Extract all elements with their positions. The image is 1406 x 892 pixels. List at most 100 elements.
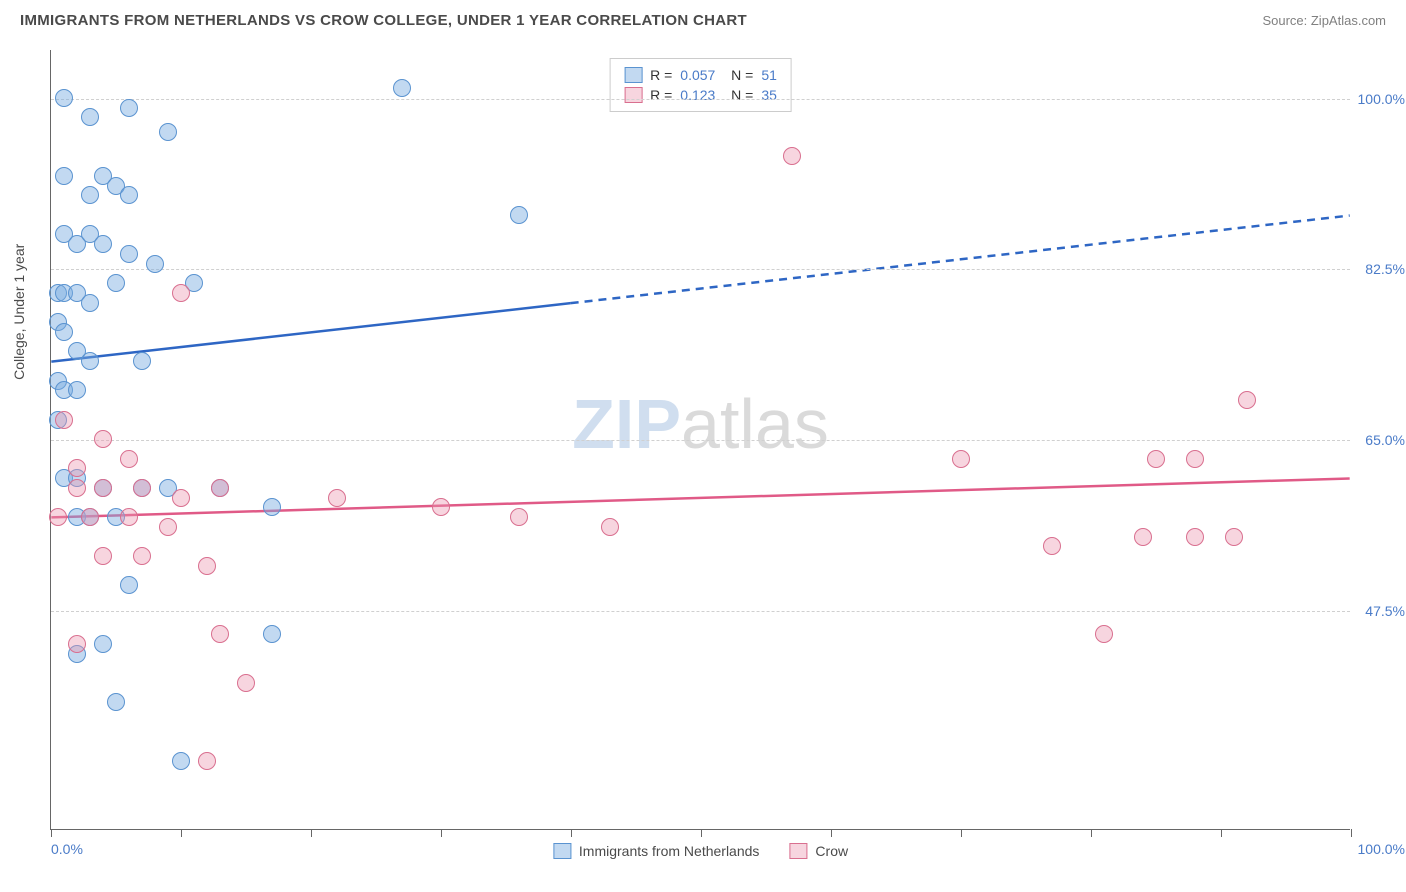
data-point — [263, 625, 281, 643]
data-point — [107, 693, 125, 711]
data-point — [49, 508, 67, 526]
data-point — [159, 518, 177, 536]
data-point — [68, 635, 86, 653]
x-tick — [311, 829, 312, 837]
data-point — [133, 352, 151, 370]
data-point — [328, 489, 346, 507]
data-point — [952, 450, 970, 468]
data-point — [68, 381, 86, 399]
y-axis-title: College, Under 1 year — [11, 243, 27, 379]
gridline — [51, 440, 1350, 441]
data-point — [120, 576, 138, 594]
legend-item: Crow — [789, 843, 848, 859]
legend-swatch — [553, 843, 571, 859]
x-axis-max-label: 100.0% — [1358, 841, 1405, 857]
data-point — [94, 547, 112, 565]
x-axis-min-label: 0.0% — [51, 841, 83, 857]
data-point — [120, 99, 138, 117]
data-point — [55, 323, 73, 341]
data-point — [1186, 450, 1204, 468]
gridline — [51, 269, 1350, 270]
data-point — [94, 235, 112, 253]
x-tick — [571, 829, 572, 837]
data-point — [55, 411, 73, 429]
data-point — [146, 255, 164, 273]
x-tick — [831, 829, 832, 837]
data-point — [172, 752, 190, 770]
data-point — [133, 547, 151, 565]
legend-label: Crow — [815, 843, 848, 859]
legend-swatch — [624, 87, 642, 103]
legend-item: Immigrants from Netherlands — [553, 843, 760, 859]
data-point — [94, 479, 112, 497]
chart-title: IMMIGRANTS FROM NETHERLANDS VS CROW COLL… — [20, 12, 747, 29]
y-tick-label: 100.0% — [1358, 91, 1405, 107]
series-legend: Immigrants from Netherlands Crow — [553, 843, 848, 859]
data-point — [81, 294, 99, 312]
data-point — [120, 508, 138, 526]
data-point — [263, 498, 281, 516]
legend-n-label: N = — [723, 67, 753, 83]
gridline — [51, 611, 1350, 612]
data-point — [68, 479, 86, 497]
legend-r-label: R = — [650, 67, 672, 83]
data-point — [237, 674, 255, 692]
data-point — [94, 430, 112, 448]
gridline — [51, 99, 1350, 100]
legend-r-value: 0.123 — [680, 87, 715, 103]
legend-r-value: 0.057 — [680, 67, 715, 83]
chart-header: IMMIGRANTS FROM NETHERLANDS VS CROW COLL… — [0, 0, 1406, 37]
data-point — [783, 147, 801, 165]
x-tick — [441, 829, 442, 837]
x-tick — [1351, 829, 1352, 837]
data-point — [510, 508, 528, 526]
data-point — [120, 450, 138, 468]
x-tick — [1091, 829, 1092, 837]
data-point — [120, 186, 138, 204]
data-point — [1225, 528, 1243, 546]
x-tick — [1221, 829, 1222, 837]
data-point — [172, 489, 190, 507]
x-tick — [51, 829, 52, 837]
data-point — [55, 89, 73, 107]
scatter-chart: College, Under 1 year ZIPatlas R = 0.057… — [50, 50, 1350, 830]
data-point — [198, 752, 216, 770]
data-point — [211, 625, 229, 643]
legend-swatch — [789, 843, 807, 859]
data-point — [198, 557, 216, 575]
data-point — [510, 206, 528, 224]
legend-n-value: 35 — [761, 87, 777, 103]
x-tick — [961, 829, 962, 837]
source-attribution: Source: ZipAtlas.com — [1262, 13, 1386, 28]
x-tick — [701, 829, 702, 837]
legend-n-value: 51 — [761, 67, 777, 83]
data-point — [1238, 391, 1256, 409]
data-point — [1043, 537, 1061, 555]
data-point — [211, 479, 229, 497]
data-point — [107, 274, 125, 292]
y-tick-label: 47.5% — [1365, 603, 1405, 619]
data-point — [133, 479, 151, 497]
legend-r-label: R = — [650, 87, 672, 103]
data-point — [172, 284, 190, 302]
data-point — [81, 186, 99, 204]
legend-row: R = 0.057 N = 51 — [624, 65, 777, 85]
data-point — [601, 518, 619, 536]
data-point — [1186, 528, 1204, 546]
data-point — [159, 123, 177, 141]
data-point — [1147, 450, 1165, 468]
legend-row: R = 0.123 N = 35 — [624, 85, 777, 105]
legend-swatch — [624, 67, 642, 83]
legend-n-label: N = — [723, 87, 753, 103]
data-point — [120, 245, 138, 263]
data-point — [1095, 625, 1113, 643]
data-point — [55, 167, 73, 185]
y-tick-label: 65.0% — [1365, 432, 1405, 448]
data-point — [68, 459, 86, 477]
data-point — [393, 79, 411, 97]
data-point — [432, 498, 450, 516]
data-point — [81, 352, 99, 370]
data-point — [1134, 528, 1152, 546]
data-point — [81, 108, 99, 126]
x-tick — [181, 829, 182, 837]
